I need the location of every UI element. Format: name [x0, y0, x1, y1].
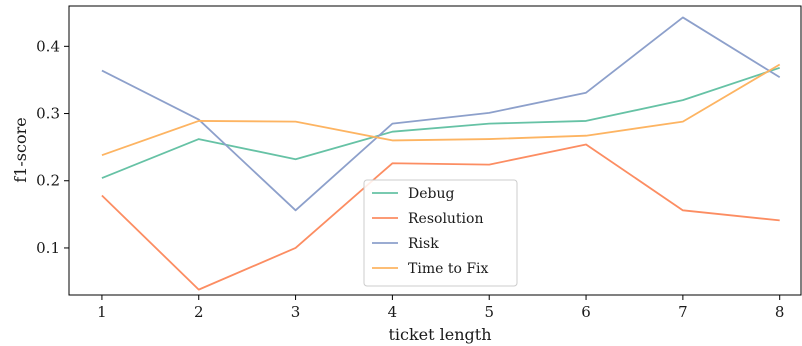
legend-label-resolution: Resolution	[408, 211, 483, 227]
y-tick-label: 0.4	[36, 37, 60, 55]
x-tick-label: 5	[484, 303, 494, 321]
series-line-time-to-fix	[101, 63, 781, 157]
legend-label-debug: Debug	[408, 186, 454, 202]
y-axis-label: f1-score	[11, 117, 30, 182]
legend-label-time-to-fix: Time to Fix	[408, 261, 489, 277]
x-tick-label: 6	[581, 303, 591, 321]
series-line-resolution	[101, 143, 780, 291]
y-tick-label: 0.2	[36, 172, 60, 190]
plot-frame	[68, 5, 802, 296]
x-tick-label: 4	[388, 303, 398, 321]
y-axis-ticks: 0.1 0.2 0.3 0.4	[36, 37, 69, 257]
series-lines	[101, 16, 781, 291]
y-tick-label: 0.1	[36, 239, 60, 257]
x-tick-label: 7	[678, 303, 688, 321]
x-tick-label: 2	[194, 303, 204, 321]
legend-label-risk: Risk	[408, 236, 439, 252]
legend-box	[363, 179, 518, 287]
series-line-debug	[101, 66, 780, 179]
x-tick-label: 1	[97, 303, 107, 321]
x-tick-label: 8	[775, 303, 785, 321]
legend: Debug Resolution Risk Time to Fix	[363, 179, 518, 287]
y-tick-label: 0.3	[36, 105, 60, 123]
x-axis-ticks: 1 2 3 4 5 6 7 8	[97, 295, 784, 321]
x-axis-label: ticket length	[388, 325, 491, 344]
series-line-risk	[101, 16, 781, 212]
x-tick-label: 3	[291, 303, 301, 321]
